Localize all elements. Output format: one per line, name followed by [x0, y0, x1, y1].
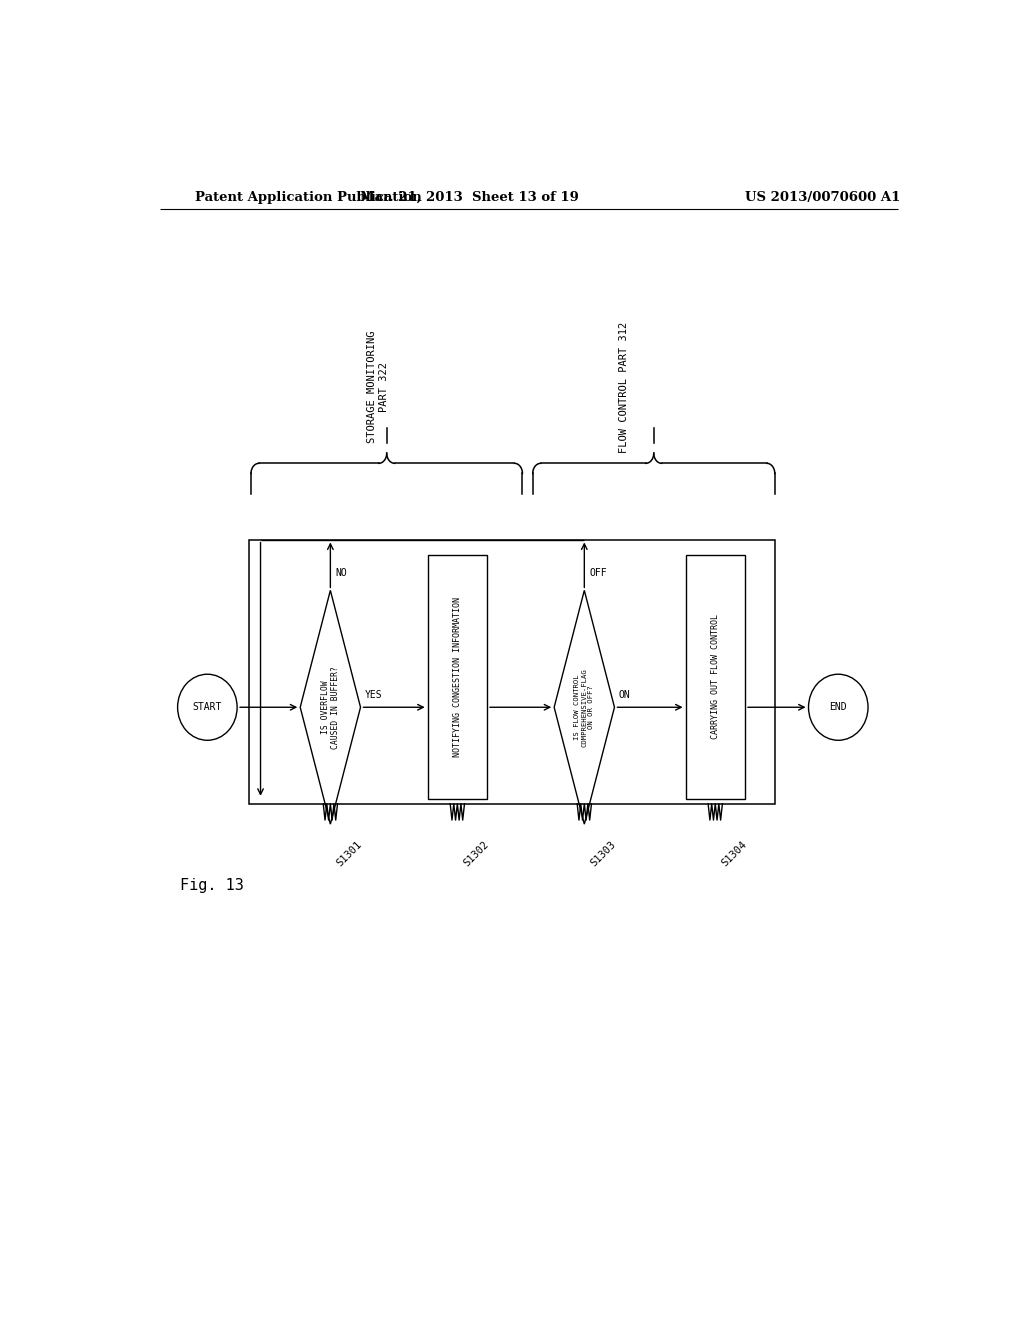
Text: S1303: S1303 [588, 840, 617, 869]
Text: NO: NO [335, 568, 347, 578]
Text: Fig. 13: Fig. 13 [179, 878, 244, 892]
Bar [249, 540, 775, 804]
Text: S1304: S1304 [719, 840, 749, 869]
Text: END: END [829, 702, 847, 713]
Text: S1301: S1301 [334, 840, 364, 869]
Text: ON: ON [618, 690, 630, 700]
Text: CARRYING OUT FLOW CONTROL: CARRYING OUT FLOW CONTROL [711, 614, 720, 739]
Text: IS OVERFLOW
CAUSED IN BUFFER?: IS OVERFLOW CAUSED IN BUFFER? [321, 665, 340, 748]
Text: OFF: OFF [589, 568, 606, 578]
Text: NOTIFYING CONGESTION INFORMATION: NOTIFYING CONGESTION INFORMATION [453, 597, 462, 756]
Text: START: START [193, 702, 222, 713]
Bar [428, 554, 487, 799]
Text: STORAGE MONITORING
PART 322: STORAGE MONITORING PART 322 [367, 331, 389, 444]
Text: S1302: S1302 [461, 840, 490, 869]
Bar [685, 554, 745, 799]
Text: Mar. 21, 2013  Sheet 13 of 19: Mar. 21, 2013 Sheet 13 of 19 [359, 190, 579, 203]
Text: US 2013/0070600 A1: US 2013/0070600 A1 [744, 190, 900, 203]
Text: FLOW CONTROL PART 312: FLOW CONTROL PART 312 [618, 322, 629, 453]
Text: IS FLOW CONTROL
COMPREHENSIVE-FLAG
ON OR OFF?: IS FLOW CONTROL COMPREHENSIVE-FLAG ON OR… [574, 668, 594, 747]
Text: Patent Application Publication: Patent Application Publication [196, 190, 422, 203]
Text: YES: YES [365, 690, 382, 700]
